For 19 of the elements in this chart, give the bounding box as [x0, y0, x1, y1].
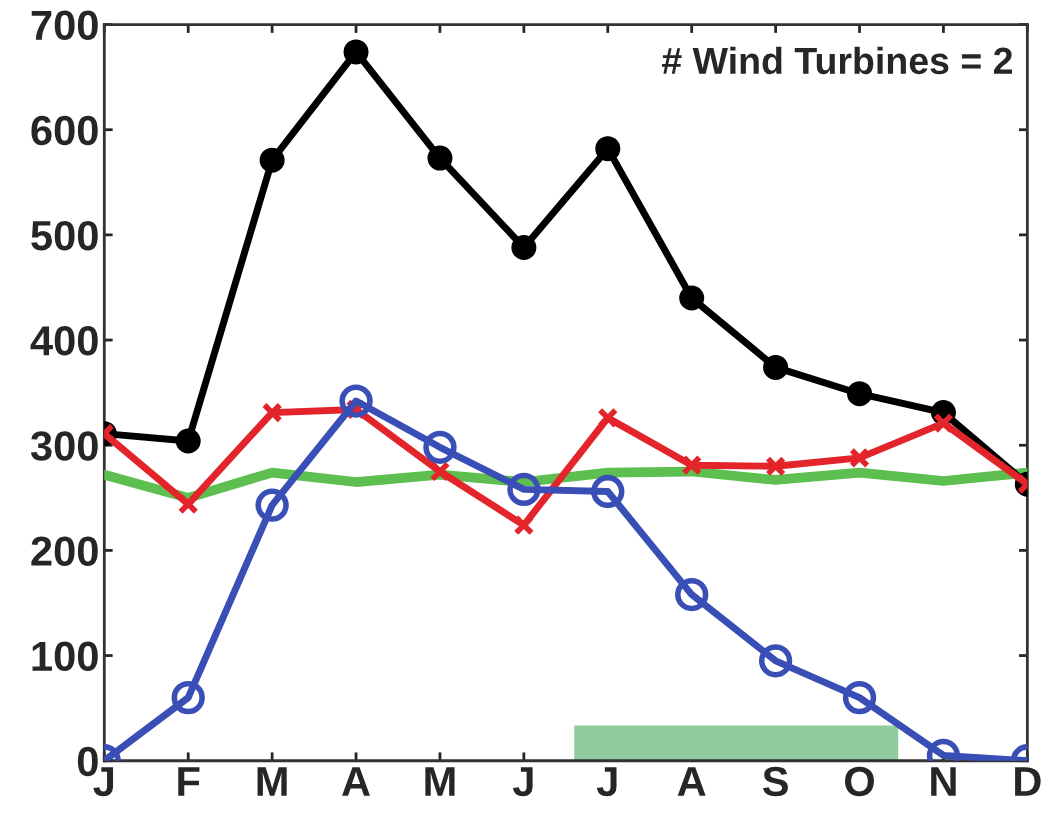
y-tick-label: 400 — [30, 326, 98, 356]
x-tick-label: F — [178, 767, 200, 796]
x-tick-label: O — [845, 766, 874, 797]
x-tick-label: J — [596, 767, 617, 797]
y-tick-label: 700 — [31, 10, 98, 41]
y-tick-label: 200 — [31, 536, 98, 566]
y-tick-label: 600 — [31, 115, 98, 146]
x-tick-label: A — [342, 767, 370, 796]
x-tick-label: A — [677, 767, 706, 796]
y-tick-label: 100 — [32, 641, 98, 672]
x-tick-label: S — [762, 766, 788, 797]
x-tick-label: M — [425, 767, 455, 796]
annotation: # Wind Turbines = 2 — [662, 46, 1013, 75]
x-tick-label: J — [512, 767, 533, 797]
x-tick-label: M — [257, 767, 287, 796]
y-tick-label: 500 — [31, 220, 98, 251]
x-tick-label: N — [931, 767, 956, 796]
y-tick-label: 300 — [30, 431, 98, 461]
x-tick-label: D — [1015, 767, 1041, 796]
